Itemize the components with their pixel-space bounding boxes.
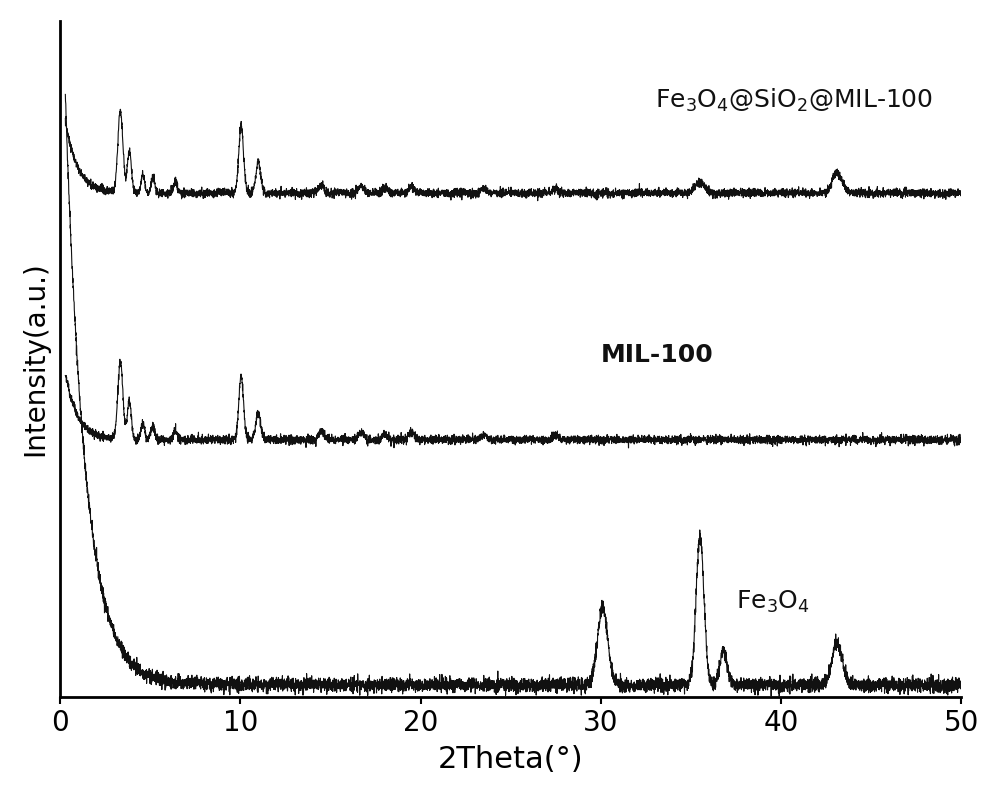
Text: MIL-100: MIL-100 (601, 343, 714, 367)
Text: Fe$_3$O$_4$@SiO$_2$@MIL-100: Fe$_3$O$_4$@SiO$_2$@MIL-100 (655, 87, 933, 114)
Y-axis label: Intensity(a.u.): Intensity(a.u.) (21, 262, 49, 456)
Text: Fe$_3$O$_4$: Fe$_3$O$_4$ (736, 588, 810, 615)
X-axis label: 2Theta(°): 2Theta(°) (438, 745, 584, 774)
